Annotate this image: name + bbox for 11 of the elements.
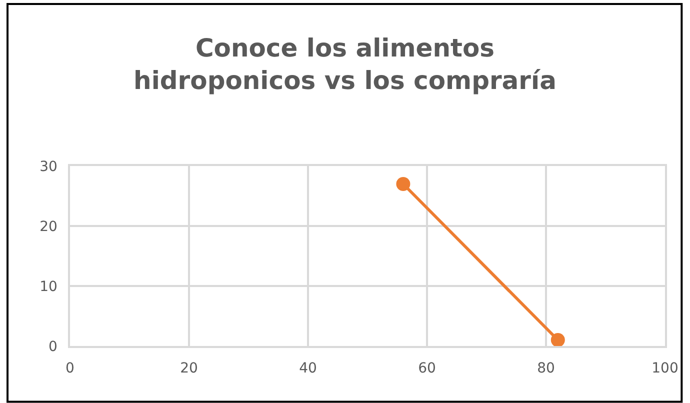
y-tick-label: 30	[40, 158, 58, 175]
x-tick-label: 20	[180, 360, 198, 377]
x-tick-label: 100	[652, 360, 678, 377]
x-tick-label: 40	[299, 360, 317, 377]
y-tick-label: 20	[40, 218, 58, 235]
x-tick-label: 80	[537, 360, 555, 377]
chart-title: Conoce los alimentos hidroponicos vs los compraría	[134, 33, 556, 95]
y-tick-label: 0	[48, 338, 58, 355]
y-tick-label: 10	[40, 278, 58, 295]
x-tick-label: 0	[66, 360, 74, 377]
x-tick-label: 60	[418, 360, 436, 377]
